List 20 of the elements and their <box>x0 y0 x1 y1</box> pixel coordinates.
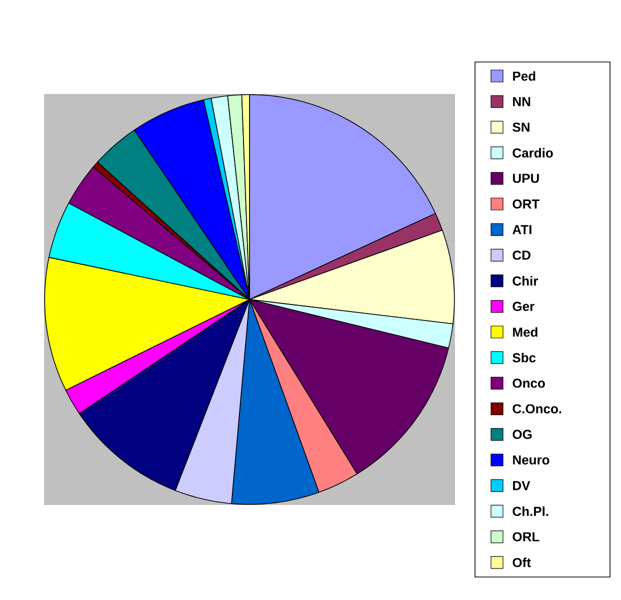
legend-label: Onco <box>512 378 545 388</box>
legend-label: ATI <box>512 225 532 234</box>
legend-label: NN <box>513 97 530 106</box>
legend-label: CD <box>512 250 530 260</box>
legend-label: Sbc <box>512 352 536 362</box>
legend-label: DV <box>513 481 530 490</box>
legend-label: ORL <box>512 532 540 542</box>
legend-label: Cardio <box>512 148 553 158</box>
legend-label: C.Onco. <box>512 404 562 414</box>
legend-label: Ped <box>513 71 536 81</box>
legend-label: UPU <box>512 174 539 183</box>
legend-label: Ch.Pl. <box>512 506 548 516</box>
legend-label: Med <box>513 327 538 337</box>
legend-label: Ger <box>512 302 534 311</box>
legend-label: Neuro <box>513 455 550 465</box>
legend-label: SN <box>512 122 530 132</box>
legend-label: Chir <box>512 276 538 286</box>
legend-label: ORT <box>512 199 540 209</box>
legend-label: Oft <box>512 558 531 568</box>
legend-label: OG <box>512 430 532 439</box>
